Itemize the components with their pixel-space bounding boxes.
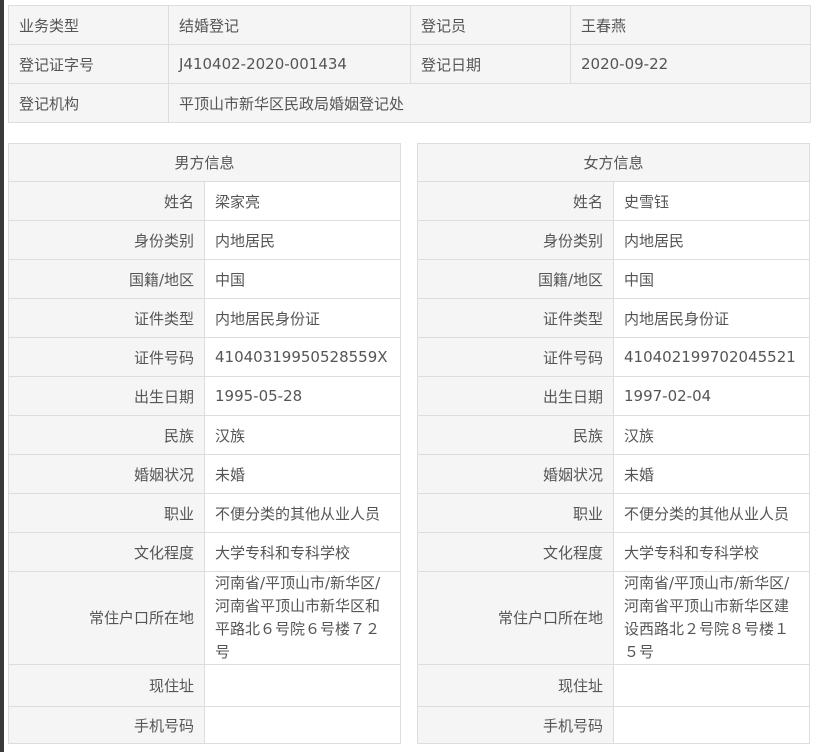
field-value: 未婚 <box>613 454 810 494</box>
field-value: 河南省/平顶山市/新华区/河南省平顶山市新华区建设西路北２号院８号楼１５号 <box>613 571 810 665</box>
field-value <box>204 706 401 744</box>
table-row: 婚姻状况 未婚 <box>8 454 401 494</box>
field-label: 文化程度 <box>8 532 205 572</box>
field-label: 职业 <box>417 493 614 533</box>
field-value: 内地居民身份证 <box>204 298 401 338</box>
table-row: 职业 不便分类的其他从业人员 <box>417 493 810 533</box>
field-value <box>204 664 401 707</box>
field-label: 国籍/地区 <box>417 259 614 299</box>
table-row: 男方信息 <box>8 143 401 182</box>
field-value: 中国 <box>613 259 810 299</box>
table-row: 职业 不便分类的其他从业人员 <box>8 493 401 533</box>
table-row: 登记证字号 J410402-2020-001434 登记日期 2020-09-2… <box>8 44 811 84</box>
field-label: 民族 <box>417 415 614 455</box>
business-type-value: 结婚登记 <box>168 5 411 45</box>
field-label: 业务类型 <box>8 5 169 45</box>
field-value: 汉族 <box>613 415 810 455</box>
agency-value: 平顶山市新华区民政局婚姻登记处 <box>168 83 811 123</box>
field-label: 婚姻状况 <box>417 454 614 494</box>
field-label: 出生日期 <box>417 376 614 416</box>
field-label: 民族 <box>8 415 205 455</box>
table-row: 姓名 史雪钰 <box>417 181 810 221</box>
field-value <box>613 706 810 744</box>
table-row: 现住址 <box>8 664 401 707</box>
male-info-table: 男方信息 姓名 梁家亮 身份类别 内地居民 国籍/地区 中国 证件类型 内地居民身份证 证件号码 4… <box>8 143 401 744</box>
field-value: 不便分类的其他从业人员 <box>204 493 401 533</box>
registration-summary-table: 业务类型 结婚登记 登记员 王春燕 登记证字号 J410402-2020-001… <box>8 5 811 123</box>
field-value: 未婚 <box>204 454 401 494</box>
field-value: 内地居民 <box>613 220 810 260</box>
field-label: 手机号码 <box>8 706 205 744</box>
field-value: 1995-05-28 <box>204 376 401 416</box>
male-info-header: 男方信息 <box>8 143 401 182</box>
field-label: 婚姻状况 <box>8 454 205 494</box>
window-edge <box>0 0 4 752</box>
field-value: 大学专科和专科学校 <box>613 532 810 572</box>
table-row: 证件类型 内地居民身份证 <box>8 298 401 338</box>
field-value: 史雪钰 <box>613 181 810 221</box>
table-row: 现住址 <box>417 664 810 707</box>
field-value <box>613 664 810 707</box>
table-row: 出生日期 1995-05-28 <box>8 376 401 416</box>
table-row: 女方信息 <box>417 143 810 182</box>
field-label: 登记机构 <box>8 83 169 123</box>
female-info-table: 女方信息 姓名 史雪钰 身份类别 内地居民 国籍/地区 中国 证件类型 内地居民身份证 证件号码 4… <box>417 143 810 744</box>
field-value: 梁家亮 <box>204 181 401 221</box>
table-row: 国籍/地区 中国 <box>8 259 401 299</box>
table-row: 手机号码 <box>8 706 401 744</box>
registrar-value: 王春燕 <box>570 5 811 45</box>
field-label: 证件类型 <box>8 298 205 338</box>
table-row: 身份类别 内地居民 <box>8 220 401 260</box>
field-label: 证件号码 <box>8 337 205 377</box>
field-label: 登记员 <box>410 5 571 45</box>
table-row: 出生日期 1997-02-04 <box>417 376 810 416</box>
field-value: 内地居民身份证 <box>613 298 810 338</box>
table-row: 文化程度 大学专科和专科学校 <box>8 532 401 572</box>
field-label: 职业 <box>8 493 205 533</box>
field-value: 1997-02-04 <box>613 376 810 416</box>
field-value: 不便分类的其他从业人员 <box>613 493 810 533</box>
table-row: 文化程度 大学专科和专科学校 <box>417 532 810 572</box>
table-row: 登记机构 平顶山市新华区民政局婚姻登记处 <box>8 83 811 123</box>
table-row: 业务类型 结婚登记 登记员 王春燕 <box>8 5 811 45</box>
field-label: 身份类别 <box>417 220 614 260</box>
field-label: 国籍/地区 <box>8 259 205 299</box>
field-value: 41040319950528559X <box>204 337 401 377</box>
table-row: 手机号码 <box>417 706 810 744</box>
field-label: 现住址 <box>417 664 614 707</box>
table-row: 姓名 梁家亮 <box>8 181 401 221</box>
field-value: 大学专科和专科学校 <box>204 532 401 572</box>
table-row: 常住户口所在地 河南省/平顶山市/新华区/河南省平顶山市新华区和平路北６号院６号楼… <box>8 571 401 665</box>
field-label: 姓名 <box>417 181 614 221</box>
field-value: 河南省/平顶山市/新华区/河南省平顶山市新华区和平路北６号院６号楼７２号 <box>204 571 401 665</box>
field-value: 410402199702045521 <box>613 337 810 377</box>
field-value: 中国 <box>204 259 401 299</box>
field-label: 姓名 <box>8 181 205 221</box>
table-row: 证件号码 410402199702045521 <box>417 337 810 377</box>
field-label: 出生日期 <box>8 376 205 416</box>
registration-date-value: 2020-09-22 <box>570 44 811 84</box>
field-label: 证件号码 <box>417 337 614 377</box>
certificate-number-value: J410402-2020-001434 <box>168 44 411 84</box>
field-label: 现住址 <box>8 664 205 707</box>
field-label: 文化程度 <box>417 532 614 572</box>
field-label: 登记日期 <box>410 44 571 84</box>
table-row: 常住户口所在地 河南省/平顶山市/新华区/河南省平顶山市新华区建设西路北２号院８号… <box>417 571 810 665</box>
female-info-header: 女方信息 <box>417 143 810 182</box>
field-label: 常住户口所在地 <box>417 571 614 665</box>
field-value: 汉族 <box>204 415 401 455</box>
table-row: 民族 汉族 <box>8 415 401 455</box>
table-row: 证件号码 41040319950528559X <box>8 337 401 377</box>
field-label: 手机号码 <box>417 706 614 744</box>
table-row: 身份类别 内地居民 <box>417 220 810 260</box>
field-label: 身份类别 <box>8 220 205 260</box>
field-label: 登记证字号 <box>8 44 169 84</box>
field-label: 常住户口所在地 <box>8 571 205 665</box>
field-value: 内地居民 <box>204 220 401 260</box>
table-row: 国籍/地区 中国 <box>417 259 810 299</box>
table-row: 证件类型 内地居民身份证 <box>417 298 810 338</box>
table-row: 民族 汉族 <box>417 415 810 455</box>
field-label: 证件类型 <box>417 298 614 338</box>
table-row: 婚姻状况 未婚 <box>417 454 810 494</box>
